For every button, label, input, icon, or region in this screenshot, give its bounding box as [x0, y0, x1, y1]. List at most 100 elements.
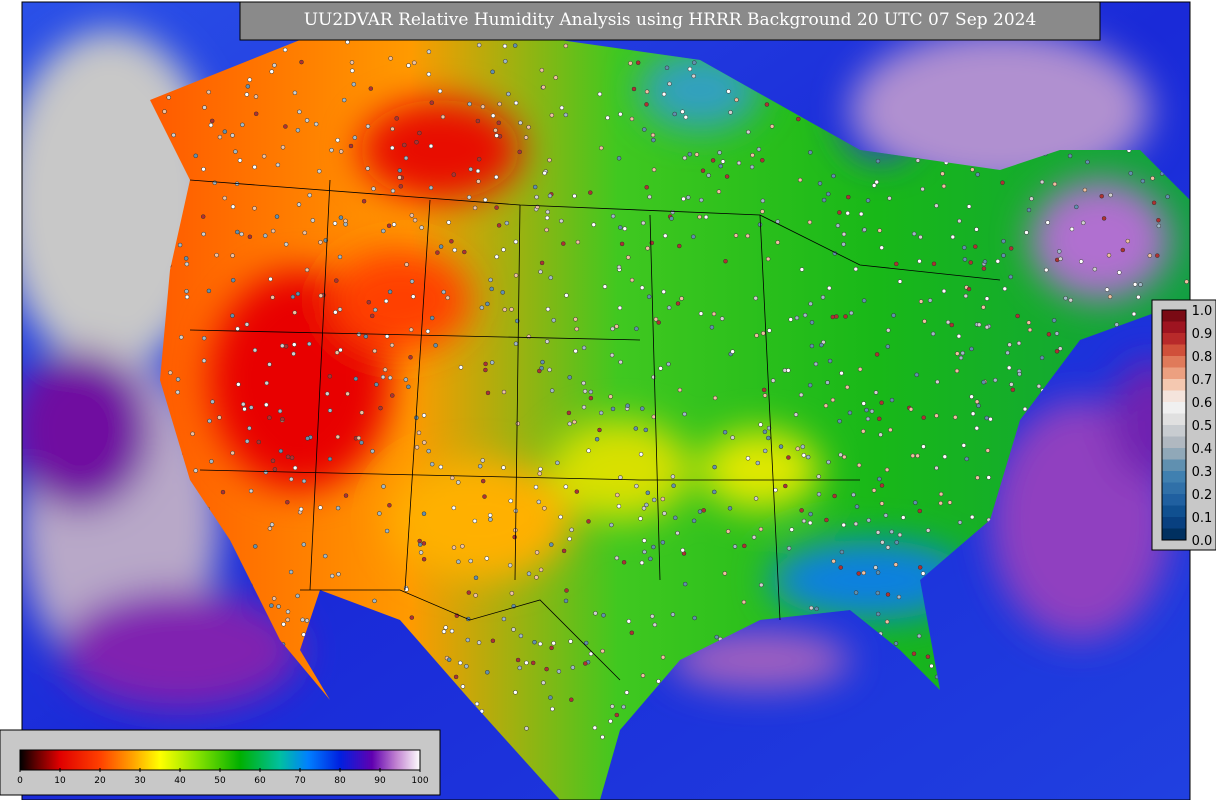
station [976, 403, 981, 408]
station [918, 299, 924, 304]
station [730, 435, 735, 440]
station [513, 690, 518, 695]
station [200, 214, 206, 219]
legend-frame [1161, 309, 1187, 541]
station [549, 542, 554, 547]
station [966, 286, 972, 292]
station [861, 429, 866, 434]
station [1074, 204, 1079, 210]
station [511, 627, 516, 632]
station [610, 326, 615, 332]
station [1000, 180, 1005, 185]
station [512, 534, 517, 540]
station [1085, 159, 1090, 165]
station [762, 429, 768, 435]
station [381, 228, 386, 234]
station [675, 301, 681, 306]
station [534, 575, 539, 580]
station [624, 690, 630, 695]
station [634, 326, 639, 331]
station [453, 674, 459, 680]
station [722, 429, 728, 435]
station [465, 637, 471, 643]
station [480, 104, 486, 109]
station [558, 514, 563, 520]
station [483, 361, 488, 367]
station [760, 158, 765, 163]
station [1104, 287, 1110, 292]
station [572, 193, 577, 199]
station [925, 654, 931, 659]
station [524, 660, 529, 666]
station [866, 518, 871, 523]
station [957, 218, 962, 224]
legend-color [1162, 390, 1186, 403]
station [758, 526, 764, 532]
station [193, 468, 198, 473]
station [724, 174, 730, 179]
station [1008, 274, 1013, 280]
station [597, 427, 602, 433]
station [476, 156, 482, 162]
station [458, 660, 463, 666]
station [327, 456, 333, 462]
station [406, 63, 411, 68]
station [449, 628, 455, 634]
station [497, 101, 502, 107]
station [477, 463, 483, 469]
station [1015, 313, 1020, 319]
station [341, 97, 347, 103]
station [335, 505, 341, 511]
station [600, 648, 605, 654]
station [329, 573, 335, 579]
station [650, 132, 656, 138]
station [862, 227, 867, 232]
station [609, 522, 614, 528]
station [541, 84, 546, 90]
station [699, 197, 704, 203]
station [666, 361, 671, 367]
station [795, 446, 800, 451]
station [301, 478, 307, 484]
station [282, 47, 288, 53]
legend-color [1162, 379, 1186, 391]
station [647, 194, 652, 200]
legend-color [1162, 367, 1186, 380]
station [201, 231, 206, 237]
station [588, 190, 593, 195]
station [808, 301, 813, 307]
station [388, 56, 393, 61]
station [831, 173, 836, 179]
station [300, 617, 305, 623]
station [1010, 387, 1016, 393]
station [305, 436, 310, 441]
station [466, 590, 472, 595]
station [490, 69, 495, 75]
station [247, 234, 253, 240]
station [652, 622, 658, 628]
station [614, 324, 619, 329]
station [974, 399, 980, 404]
station [208, 122, 214, 128]
station [622, 226, 628, 231]
station [614, 712, 620, 718]
station [608, 394, 613, 399]
station [285, 499, 290, 505]
station [416, 430, 422, 436]
station [797, 177, 803, 183]
station [621, 704, 626, 710]
station [428, 185, 434, 191]
station [421, 511, 427, 516]
station [235, 229, 240, 235]
station [513, 341, 519, 346]
station [742, 543, 747, 549]
station [501, 247, 506, 252]
station [962, 245, 967, 250]
station [614, 555, 620, 561]
station [671, 483, 676, 488]
station [651, 374, 656, 380]
station [841, 242, 846, 247]
station [409, 213, 415, 218]
station [460, 684, 466, 689]
station [901, 515, 906, 520]
